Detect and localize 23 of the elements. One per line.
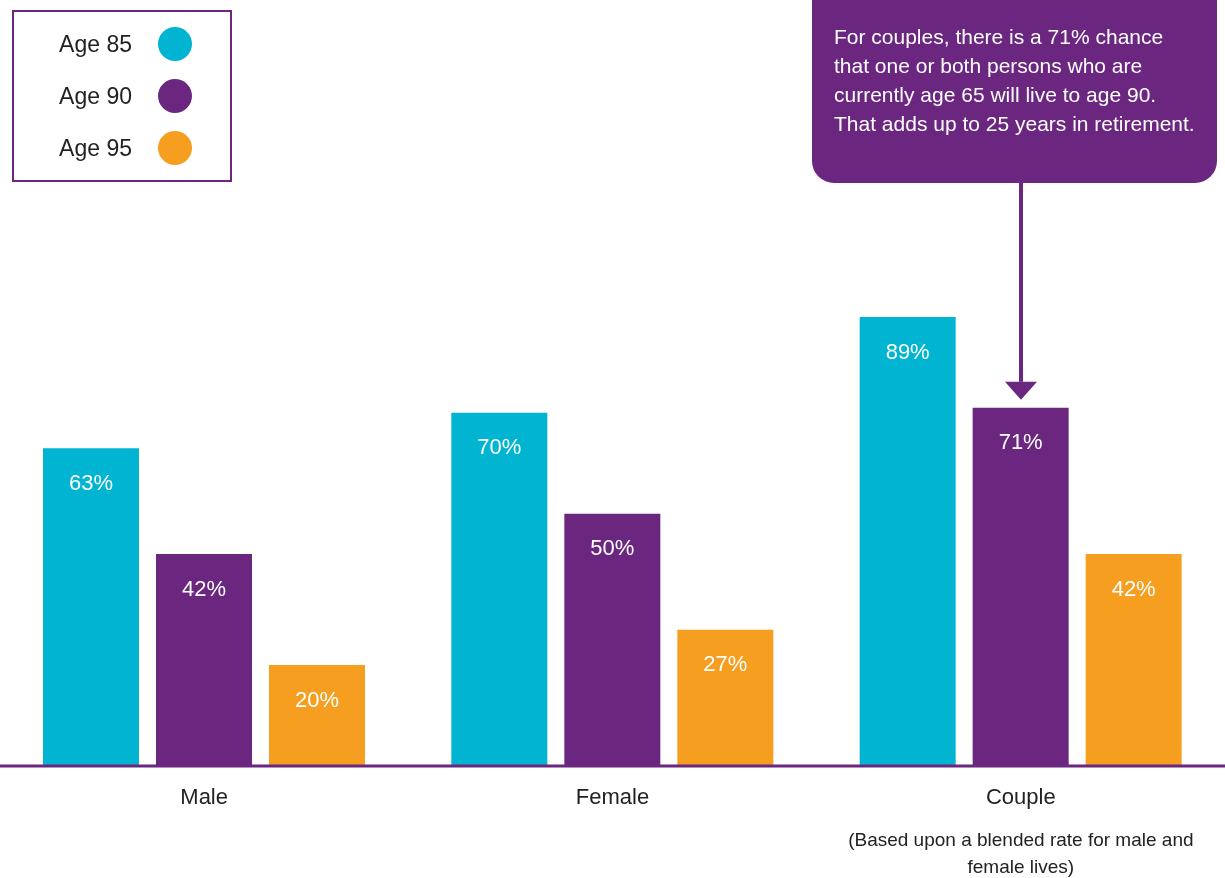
data-label: 63% bbox=[68, 469, 114, 495]
legend-label: Age 85 bbox=[59, 30, 132, 58]
bar bbox=[859, 317, 956, 766]
legend-label: Age 90 bbox=[59, 82, 132, 110]
data-label: 89% bbox=[885, 338, 930, 364]
data-label: 71% bbox=[998, 429, 1043, 455]
text: For couples, there is a 71% chance that one or both persons who are currently age 65 will live to age 90. That adds up to 25 years in retirement. bbox=[812, 0, 1217, 183]
x-tick-label: Female bbox=[575, 783, 650, 809]
x-tick-label: Male bbox=[180, 783, 229, 809]
bar bbox=[1085, 554, 1182, 766]
x-tick-label: Couple bbox=[985, 783, 1056, 809]
data-label: 50% bbox=[590, 535, 635, 561]
data-label: 42% bbox=[181, 575, 227, 601]
data-label: 20% bbox=[294, 686, 340, 712]
data-label: 70% bbox=[477, 434, 522, 460]
bar bbox=[677, 629, 774, 766]
data-label: 27% bbox=[703, 651, 748, 677]
bar bbox=[269, 665, 365, 766]
data-label: 42% bbox=[1111, 575, 1156, 601]
text: (Based upon a blended rate for male and female lives) bbox=[847, 828, 1195, 878]
bar bbox=[43, 448, 139, 766]
legend-label: Age 95 bbox=[59, 134, 132, 162]
bar bbox=[451, 412, 548, 766]
